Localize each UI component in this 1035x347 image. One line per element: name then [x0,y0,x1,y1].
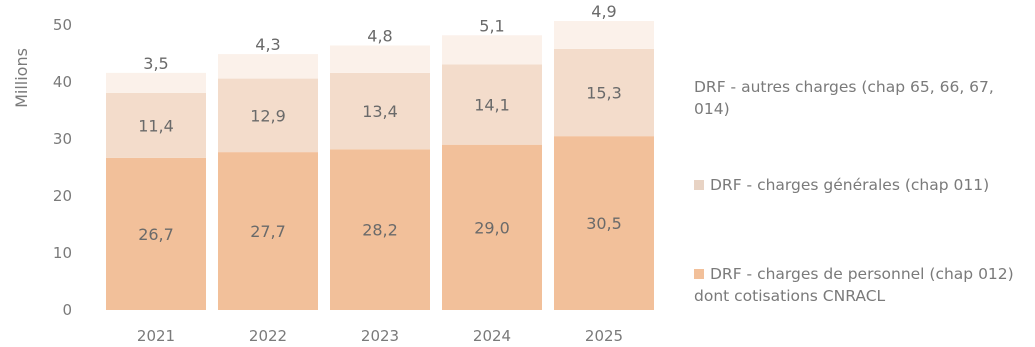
legend-swatch [694,180,704,190]
data-label: 27,7 [250,222,286,241]
bar-segment [554,48,654,137]
bar-segment [218,78,318,153]
legend-item-other-charges: DRF - autres charges (chap 65, 66, 67, 0… [694,76,1024,120]
data-label: 15,3 [586,84,622,103]
x-tick-label: 2023 [361,327,399,345]
x-tick-label: 2022 [249,327,287,345]
bar-segment [106,92,206,158]
y-tick-label: 10 [53,244,72,262]
data-label: 14,1 [474,96,510,115]
legend-label: DRF - charges générales (chap 011) [710,176,990,194]
x-tick-label: 2024 [473,327,511,345]
data-label: 4,3 [255,35,280,54]
data-label: 4,9 [591,2,616,21]
data-label: 30,5 [586,214,622,233]
legend-item-general-charges: DRF - charges générales (chap 011) [694,174,1034,196]
bar-segment [442,144,542,310]
legend-item-personnel-charges: DRF - charges de personnel (chap 012) do… [694,263,1014,307]
bar-segment [106,157,206,310]
data-label: 26,7 [138,225,174,244]
bar-segment [218,152,318,310]
legend-swatch [694,269,704,279]
bar-segment [442,64,542,145]
y-tick-label: 20 [53,187,72,205]
data-label: 13,4 [362,102,398,121]
data-label: 12,9 [250,106,286,125]
bar-segment [218,54,318,79]
bar-segment [330,72,430,150]
y-axis-ticks: 0 10 20 30 40 50 [53,16,72,319]
data-label: 4,8 [367,27,392,46]
data-label: 28,2 [362,221,398,240]
y-axis-title: Millions [12,48,31,108]
x-tick-label: 2025 [585,327,623,345]
x-axis-ticks: 2021 2022 2023 2024 2025 [137,327,623,345]
bar-segment [330,45,430,73]
bar-segment [554,21,654,49]
bar-segment [554,136,654,310]
x-tick-label: 2021 [137,327,175,345]
data-label: 5,1 [479,16,504,35]
y-tick-label: 30 [53,130,72,148]
bar-segment [442,35,542,65]
stacked-bar-chart: Millions 0 10 20 30 40 50 26,7 11,4 3,5 27,7 12,9… [12,2,654,345]
data-label: 11,4 [138,116,174,135]
y-tick-label: 0 [62,301,72,319]
bar-segment [106,72,206,93]
data-label: 29,0 [474,218,510,237]
bars-group: 26,7 11,4 3,5 27,7 12,9 4,3 28,2 13,4 4,8 29,0 14,… [106,2,654,310]
data-label: 3,5 [143,54,168,73]
legend-label: DRF - autres charges (chap 65, 66, 67, 0… [694,78,994,118]
y-tick-label: 40 [53,73,72,91]
bar-segment [330,149,430,310]
y-tick-label: 50 [53,16,72,34]
legend-label: DRF - charges de personnel (chap 012) do… [694,265,1014,305]
